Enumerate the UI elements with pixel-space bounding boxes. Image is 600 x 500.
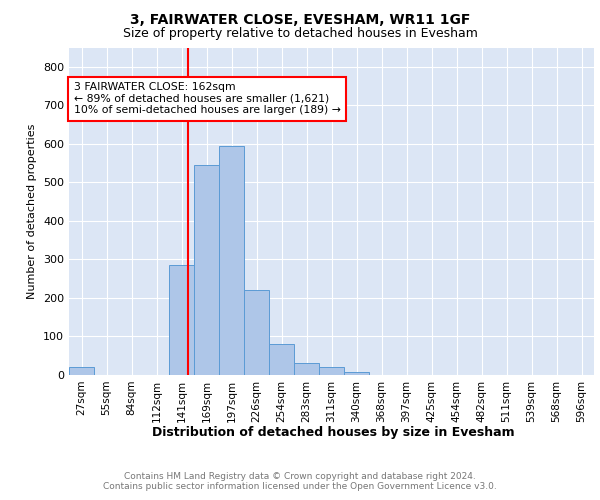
Bar bbox=[169, 265, 194, 375]
Text: 3, FAIRWATER CLOSE, EVESHAM, WR11 1GF: 3, FAIRWATER CLOSE, EVESHAM, WR11 1GF bbox=[130, 12, 470, 26]
Y-axis label: Number of detached properties: Number of detached properties bbox=[28, 124, 37, 299]
Bar bbox=[69, 368, 94, 375]
Text: Contains public sector information licensed under the Open Government Licence v3: Contains public sector information licen… bbox=[103, 482, 497, 491]
Bar bbox=[194, 165, 219, 375]
Bar bbox=[319, 368, 344, 375]
Text: Distribution of detached houses by size in Evesham: Distribution of detached houses by size … bbox=[152, 426, 514, 439]
Bar bbox=[294, 364, 319, 375]
Bar bbox=[269, 344, 294, 375]
Text: Size of property relative to detached houses in Evesham: Size of property relative to detached ho… bbox=[122, 28, 478, 40]
Text: 3 FAIRWATER CLOSE: 162sqm
← 89% of detached houses are smaller (1,621)
10% of se: 3 FAIRWATER CLOSE: 162sqm ← 89% of detac… bbox=[74, 82, 340, 116]
Bar bbox=[344, 372, 369, 375]
Text: Contains HM Land Registry data © Crown copyright and database right 2024.: Contains HM Land Registry data © Crown c… bbox=[124, 472, 476, 481]
Bar bbox=[219, 146, 244, 375]
Bar bbox=[244, 290, 269, 375]
